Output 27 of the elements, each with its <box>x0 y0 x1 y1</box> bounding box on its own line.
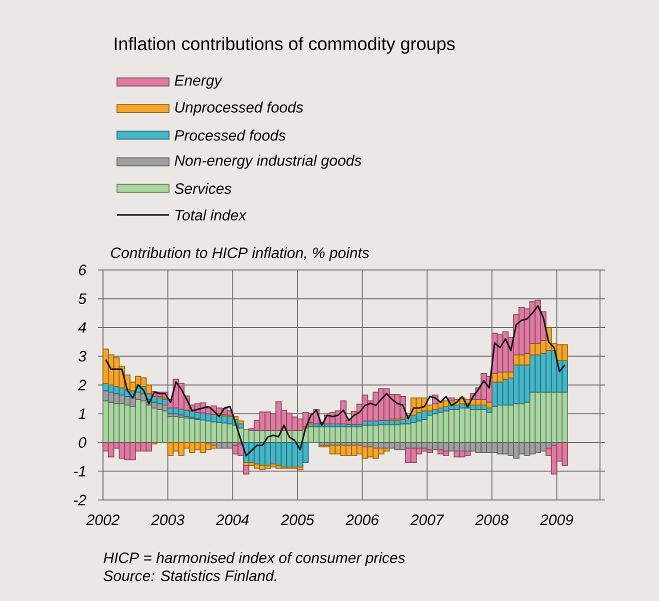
x-tick-label: 2006 <box>346 514 379 526</box>
legend-label: Processed foods <box>174 130 286 141</box>
legend-label: Non-energy industrial goods <box>174 154 362 169</box>
y-tick-label: -2 <box>74 494 86 506</box>
x-tick-label: 2008 <box>475 514 509 526</box>
x-tick-label: 2004 <box>216 514 249 526</box>
x-tick-label: 2003 <box>151 514 184 526</box>
y-tick-label: 6 <box>78 264 86 276</box>
source-note: Source: Statistics Finland. <box>104 570 276 582</box>
y-tick-label: 3 <box>78 350 86 362</box>
legend-label: Energy <box>174 75 222 89</box>
y-tick-label: 5 <box>78 294 87 304</box>
y-tick-label: 2 <box>78 380 86 390</box>
y-axis-title: Contribution to HICP inflation, % points <box>111 247 370 262</box>
text: HICP = harmonised index of consumer prices <box>104 552 406 566</box>
legend-label: Unprocessed foods <box>175 102 304 116</box>
x-tick-label: 2002 <box>86 514 120 526</box>
chart-title: Inflation contributions of commodity groups <box>114 36 455 54</box>
y-tick-label: -1 <box>74 466 86 476</box>
x-tick-label: 2005 <box>280 514 314 526</box>
x-tick-label: 2007 <box>410 514 444 526</box>
y-tick-label: 1 <box>78 408 86 419</box>
legend-label: Services <box>174 182 232 194</box>
legend-label: Total index <box>176 209 247 220</box>
y-tick-label: 4 <box>78 322 86 333</box>
y-tick-label: 0 <box>78 437 86 448</box>
x-tick-label: 2009 <box>540 514 574 526</box>
